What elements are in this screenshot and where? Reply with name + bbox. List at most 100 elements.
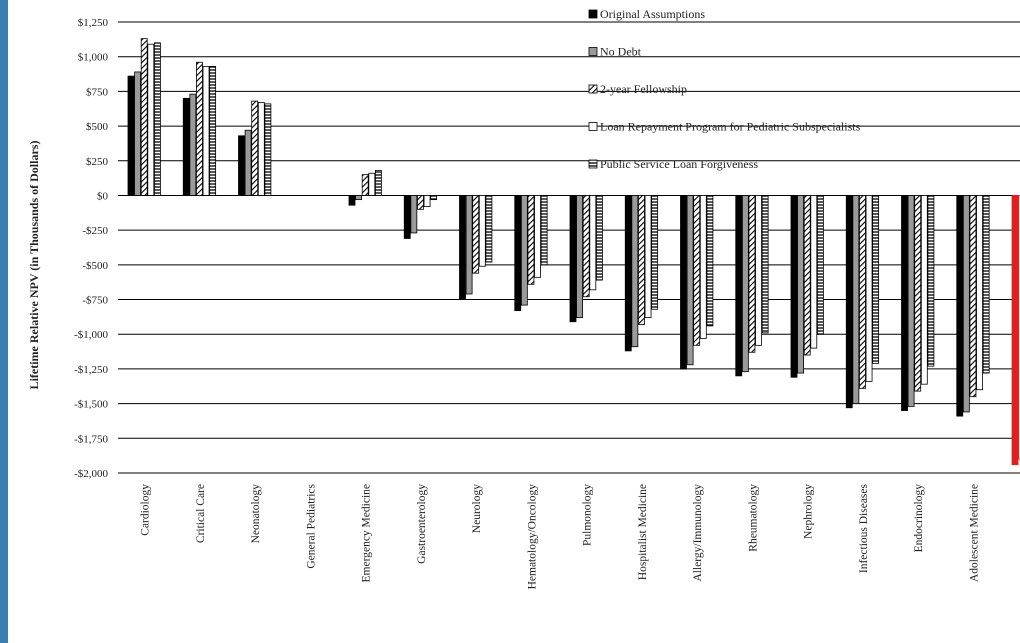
y-axis-ticks: $1,250 $1,000 $750 $500 $250 $0 -$250 -$500 -$75… [74, 17, 108, 480]
bar [534, 195, 541, 278]
bar [761, 195, 769, 334]
bar [845, 195, 853, 409]
category-label: Emergency Medicine [361, 484, 373, 582]
bar [147, 43, 155, 196]
bar [596, 195, 603, 281]
legend-label: 2-year Fellowship [600, 82, 687, 96]
bar [790, 195, 798, 378]
bar [576, 195, 583, 318]
bar [410, 195, 418, 234]
legend-swatch [588, 122, 598, 131]
bar [852, 195, 860, 405]
bar [638, 195, 645, 325]
legend-swatch [588, 159, 598, 169]
bar [962, 195, 970, 413]
y-tick-label: -$750 [82, 295, 108, 307]
bar [264, 103, 272, 196]
bar [741, 195, 749, 373]
bar [817, 195, 824, 335]
bar [403, 195, 411, 239]
category-label: Pulmonology [582, 484, 594, 546]
bar [368, 172, 376, 196]
bar [920, 195, 928, 385]
legend-label: Loan Repayment Program for Pediatric Sub… [600, 120, 861, 134]
bar [699, 195, 707, 339]
bar [927, 195, 935, 367]
bar [631, 195, 639, 348]
bar [361, 174, 369, 196]
bar [982, 195, 990, 374]
bar [374, 170, 382, 196]
category-label: Gastroenterology [416, 484, 428, 564]
bar [257, 102, 265, 196]
bar [907, 195, 915, 407]
bar [693, 195, 701, 346]
bar [644, 195, 652, 318]
bar [569, 195, 577, 323]
bar [459, 195, 466, 300]
bar [348, 195, 356, 206]
bar [251, 100, 259, 196]
y-tick-label: -$1,000 [74, 329, 108, 341]
bar [127, 75, 135, 196]
y-tick-label: $500 [86, 121, 109, 133]
bar [182, 97, 190, 196]
bar [686, 195, 694, 366]
bar [914, 195, 922, 392]
category-label: Hematology/Oncology [526, 484, 538, 590]
legend-swatch [588, 9, 598, 19]
category-label: Neonatology [250, 484, 262, 544]
bar [134, 71, 142, 196]
bar [465, 195, 473, 295]
bar [202, 66, 210, 196]
bar [527, 195, 535, 285]
y-tick-label: $1,250 [78, 17, 109, 29]
left-accent-strip [0, 0, 8, 643]
category-label: Hospitalist Medicine [637, 484, 649, 580]
category-label: Allergy/Immunology [692, 484, 704, 582]
gridlines [118, 21, 1020, 474]
legend-label: Public Service Loan Forgiveness [600, 157, 758, 171]
bar [748, 195, 756, 353]
y-tick-label: -$250 [82, 225, 108, 237]
category-label: Rheumatology [747, 484, 759, 552]
bar [582, 195, 590, 298]
y-tick-label: -$2,000 [74, 468, 108, 480]
bar [803, 195, 811, 356]
bar [520, 195, 528, 306]
bar [1018, 195, 1020, 460]
bar [430, 195, 438, 201]
bar [423, 195, 431, 207]
legend-swatch [588, 47, 598, 56]
bar [651, 195, 659, 310]
bar [797, 195, 804, 374]
bar [810, 195, 818, 349]
bar [485, 195, 493, 263]
category-labels: Cardiology Critical Care Neonatology Genera… [140, 483, 981, 590]
category-label: Endocrinology [913, 484, 925, 553]
bar [680, 195, 687, 370]
bar [140, 38, 148, 196]
bar [956, 195, 964, 417]
bar [540, 195, 548, 266]
bar [755, 195, 762, 346]
y-axis-label: Lifetime Relative NPV (in Thousands of D… [27, 141, 41, 390]
category-label: Nephrology [803, 484, 815, 539]
bar [355, 195, 363, 201]
bar [153, 42, 161, 196]
bar [735, 195, 743, 377]
bar [472, 195, 480, 274]
category-label: Neurology [471, 484, 483, 533]
bar [1011, 195, 1019, 466]
bar [865, 195, 873, 382]
category-label: Critical Care [195, 484, 207, 543]
y-tick-label: -$1,500 [74, 399, 108, 411]
bar [244, 129, 252, 196]
bar [478, 195, 486, 267]
y-tick-label: -$1,750 [74, 433, 108, 445]
bar [189, 93, 197, 196]
y-tick-label: -$500 [82, 260, 108, 272]
bar [901, 195, 908, 411]
y-tick-label: $750 [86, 86, 109, 98]
